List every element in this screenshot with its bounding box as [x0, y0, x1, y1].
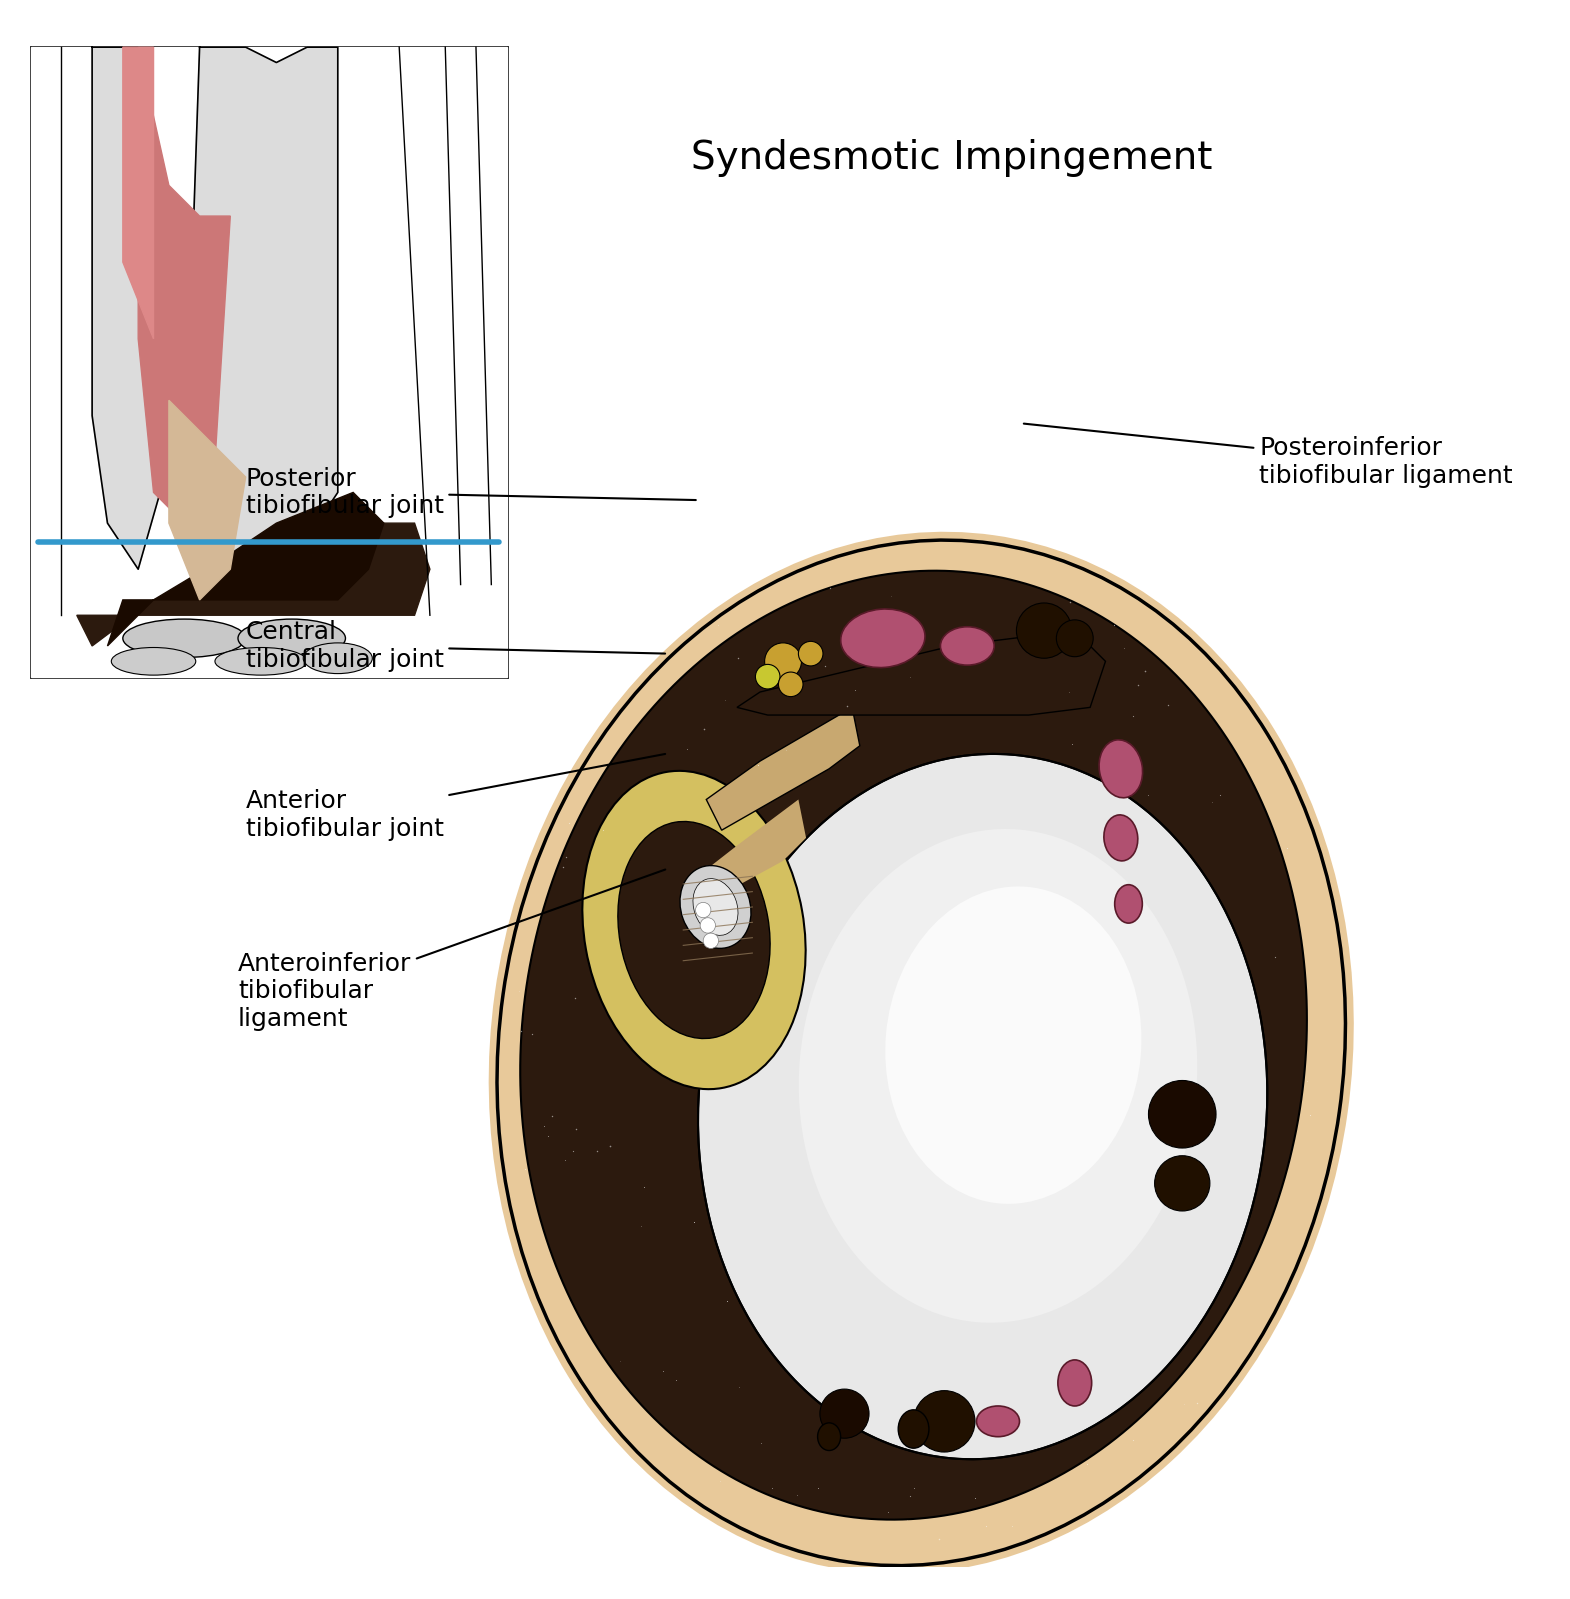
Ellipse shape	[1099, 740, 1143, 798]
Polygon shape	[520, 571, 1306, 1519]
Ellipse shape	[680, 865, 750, 948]
Polygon shape	[93, 46, 170, 569]
Circle shape	[700, 918, 716, 934]
Ellipse shape	[215, 648, 308, 675]
Polygon shape	[170, 400, 245, 600]
Circle shape	[1149, 1081, 1217, 1148]
Ellipse shape	[303, 643, 372, 673]
Circle shape	[765, 643, 801, 680]
Ellipse shape	[692, 878, 738, 935]
Ellipse shape	[840, 609, 925, 667]
Polygon shape	[699, 753, 1267, 1460]
Polygon shape	[688, 800, 805, 907]
Ellipse shape	[1058, 1359, 1091, 1406]
Polygon shape	[138, 46, 231, 523]
Circle shape	[914, 1391, 975, 1452]
Polygon shape	[122, 46, 154, 339]
Ellipse shape	[818, 1423, 840, 1450]
Ellipse shape	[885, 886, 1141, 1204]
FancyBboxPatch shape	[31, 46, 507, 676]
Ellipse shape	[898, 1410, 929, 1449]
Polygon shape	[107, 492, 383, 646]
Text: Posterior
tibiofibular joint: Posterior tibiofibular joint	[245, 467, 696, 518]
Ellipse shape	[1115, 884, 1143, 923]
Text: Posteroinferior
tibiofibular ligament: Posteroinferior tibiofibular ligament	[1024, 424, 1512, 488]
Polygon shape	[77, 523, 430, 646]
Text: Central
tibiofibular joint: Central tibiofibular joint	[245, 620, 666, 672]
Text: Syndesmotic Impingement: Syndesmotic Impingement	[691, 139, 1212, 177]
Ellipse shape	[239, 619, 345, 657]
Circle shape	[1016, 603, 1072, 659]
Circle shape	[799, 641, 823, 665]
Text: Anterior
tibiofibular joint: Anterior tibiofibular joint	[245, 755, 666, 841]
Circle shape	[1154, 1156, 1210, 1210]
Ellipse shape	[940, 627, 994, 665]
Ellipse shape	[799, 828, 1198, 1322]
Circle shape	[755, 665, 780, 689]
Ellipse shape	[619, 822, 771, 1038]
Polygon shape	[736, 630, 1105, 715]
Ellipse shape	[122, 619, 245, 657]
Polygon shape	[498, 540, 1345, 1565]
Circle shape	[703, 934, 719, 948]
Polygon shape	[184, 46, 338, 585]
Polygon shape	[706, 707, 860, 830]
Circle shape	[696, 902, 711, 918]
Ellipse shape	[582, 771, 805, 1089]
Circle shape	[1057, 620, 1093, 657]
Circle shape	[779, 672, 802, 697]
Text: Anteroinferior
tibiofibular
ligament: Anteroinferior tibiofibular ligament	[239, 870, 666, 1031]
Ellipse shape	[111, 648, 196, 675]
Ellipse shape	[977, 1406, 1019, 1436]
Circle shape	[820, 1390, 870, 1438]
Polygon shape	[31, 46, 507, 676]
Ellipse shape	[1104, 815, 1138, 860]
